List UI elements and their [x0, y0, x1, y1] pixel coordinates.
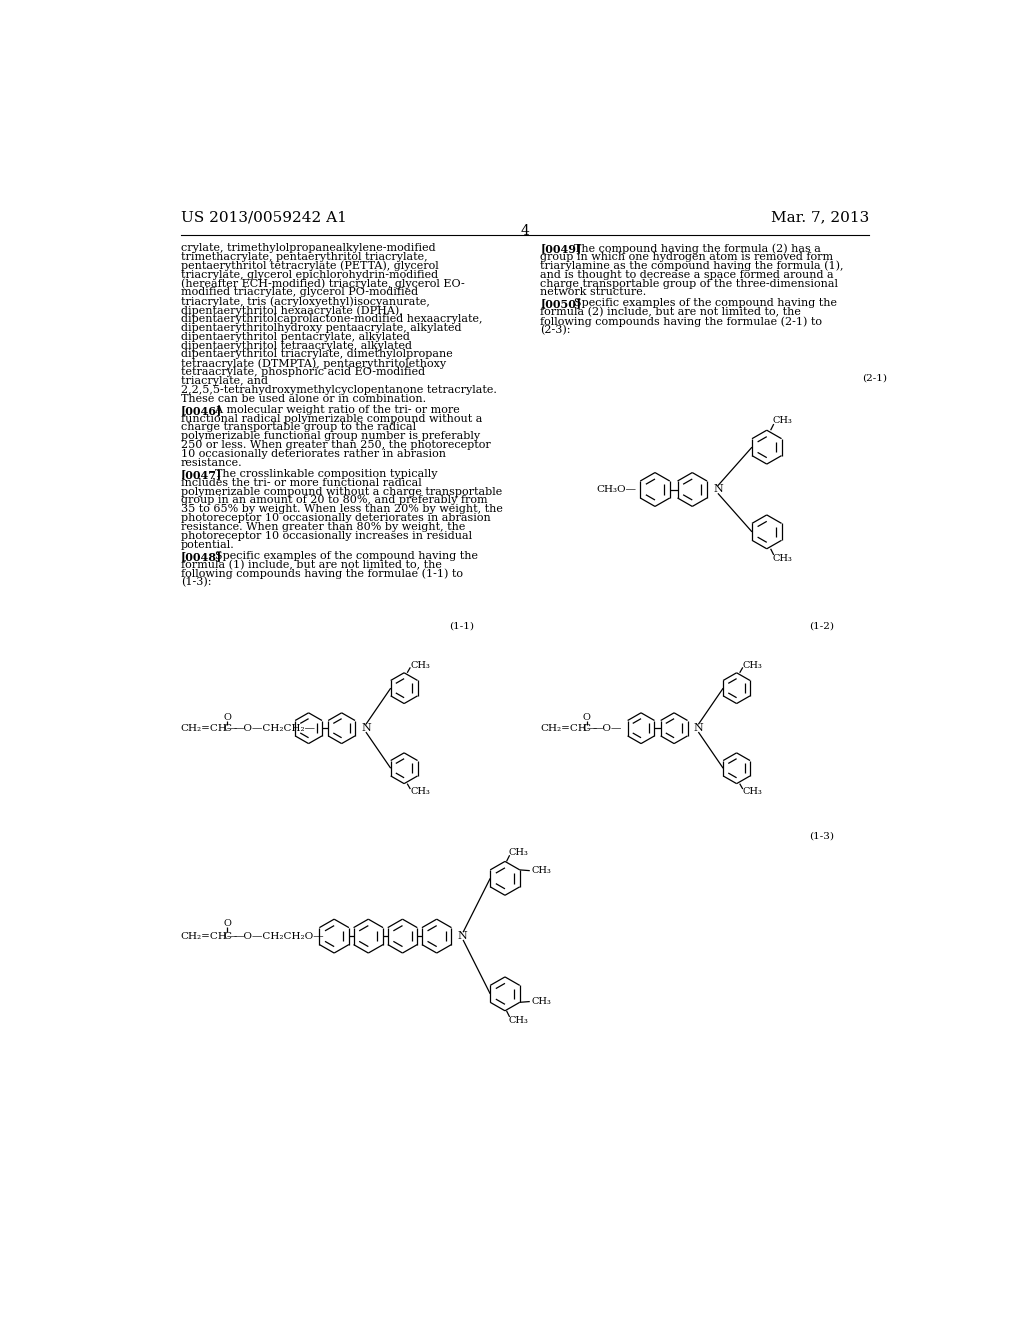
- Text: CH₃: CH₃: [531, 866, 551, 875]
- Text: 250 or less. When greater than 250, the photoreceptor: 250 or less. When greater than 250, the …: [180, 440, 490, 450]
- Text: (1-3):: (1-3):: [180, 577, 211, 587]
- Text: triarylamine as the compound having the formula (1),: triarylamine as the compound having the …: [541, 261, 844, 272]
- Text: triacrylate, tris (acryloxyethyl)isocyanurate,: triacrylate, tris (acryloxyethyl)isocyan…: [180, 296, 430, 306]
- Text: dipentaerythritol triacrylate, dimethylolpropane: dipentaerythritol triacrylate, dimethylo…: [180, 350, 453, 359]
- Text: O: O: [223, 919, 231, 928]
- Text: CH₃: CH₃: [742, 660, 763, 669]
- Text: [0046]: [0046]: [180, 405, 222, 416]
- Text: 2,2,5,5-tetrahydroxymethylcyclopentanone tetracrylate.: 2,2,5,5-tetrahydroxymethylcyclopentanone…: [180, 385, 497, 395]
- Text: dipentaerythritol hexaacrylate (DPHA),: dipentaerythritol hexaacrylate (DPHA),: [180, 305, 402, 315]
- Text: CH₃: CH₃: [742, 787, 763, 796]
- Text: These can be used alone or in combination.: These can be used alone or in combinatio…: [180, 393, 426, 404]
- Text: N: N: [714, 484, 723, 495]
- Text: crylate, trimethylolpropanealkylene-modified: crylate, trimethylolpropanealkylene-modi…: [180, 243, 435, 253]
- Text: O: O: [223, 713, 231, 722]
- Text: network structure.: network structure.: [541, 288, 646, 297]
- Text: dipentaerythritol pentacrylate, alkylated: dipentaerythritol pentacrylate, alkylate…: [180, 331, 410, 342]
- Text: —O—CH₂CH₂O—: —O—CH₂CH₂O—: [233, 932, 324, 941]
- Text: Specific examples of the compound having the: Specific examples of the compound having…: [201, 550, 477, 561]
- Text: Specific examples of the compound having the: Specific examples of the compound having…: [560, 298, 838, 309]
- Text: N: N: [361, 723, 371, 733]
- Text: C: C: [583, 723, 591, 733]
- Text: charge transportable group of the three-dimensional: charge transportable group of the three-…: [541, 279, 839, 289]
- Text: dipentaerythritolcaprolactone-modified hexaacrylate,: dipentaerythritolcaprolactone-modified h…: [180, 314, 482, 323]
- Text: resistance.: resistance.: [180, 458, 243, 467]
- Text: polymerizable functional group number is preferably: polymerizable functional group number is…: [180, 432, 480, 441]
- Text: CH₃: CH₃: [509, 1015, 528, 1024]
- Text: Mar. 7, 2013: Mar. 7, 2013: [771, 211, 869, 224]
- Text: dipentaerythritolhydroxy pentaacrylate, alkylated: dipentaerythritolhydroxy pentaacrylate, …: [180, 323, 461, 333]
- Text: dipentaerythritol tetraacrylate, alkylated: dipentaerythritol tetraacrylate, alkylat…: [180, 341, 412, 351]
- Text: formula (2) include, but are not limited to, the: formula (2) include, but are not limited…: [541, 308, 801, 318]
- Text: —O—CH₂CH₂—: —O—CH₂CH₂—: [233, 723, 315, 733]
- Text: photoreceptor 10 occasionally deteriorates in abrasion: photoreceptor 10 occasionally deteriorat…: [180, 513, 490, 523]
- Text: formula (1) include, but are not limited to, the: formula (1) include, but are not limited…: [180, 560, 441, 570]
- Text: modified triacrylate, glycerol PO-modified: modified triacrylate, glycerol PO-modifi…: [180, 288, 418, 297]
- Text: 4: 4: [520, 224, 529, 238]
- Text: group in an amount of 20 to 80%, and preferably from: group in an amount of 20 to 80%, and pre…: [180, 495, 487, 506]
- Text: (1-1): (1-1): [449, 622, 474, 630]
- Text: [0050]: [0050]: [541, 298, 582, 309]
- Text: and is thought to decrease a space formed around a: and is thought to decrease a space forme…: [541, 269, 834, 280]
- Text: (2-3):: (2-3):: [541, 325, 570, 335]
- Text: CH₂=CH—: CH₂=CH—: [180, 932, 238, 941]
- Text: CH₃O—: CH₃O—: [596, 484, 636, 494]
- Text: C: C: [223, 932, 231, 941]
- Text: [0048]: [0048]: [180, 550, 222, 562]
- Text: CH₂=CH—: CH₂=CH—: [180, 723, 238, 733]
- Text: potential.: potential.: [180, 540, 234, 549]
- Text: includes the tri- or more functional radical: includes the tri- or more functional rad…: [180, 478, 422, 488]
- Text: CH₃: CH₃: [773, 553, 793, 562]
- Text: trimethacrylate, pentaerythritol triacrylate,: trimethacrylate, pentaerythritol triacry…: [180, 252, 427, 261]
- Text: pentaerythritol tetracrylate (PETTA), glycerol: pentaerythritol tetracrylate (PETTA), gl…: [180, 261, 438, 272]
- Text: resistance. When greater than 80% by weight, the: resistance. When greater than 80% by wei…: [180, 521, 465, 532]
- Text: —O—: —O—: [593, 723, 623, 733]
- Text: photoreceptor 10 occasionally increases in residual: photoreceptor 10 occasionally increases …: [180, 531, 472, 541]
- Text: polymerizable compound without a charge transportable: polymerizable compound without a charge …: [180, 487, 502, 496]
- Text: (2-1): (2-1): [862, 374, 888, 383]
- Text: charge transportable group to the radical: charge transportable group to the radica…: [180, 422, 416, 433]
- Text: US 2013/0059242 A1: US 2013/0059242 A1: [180, 211, 346, 224]
- Text: (1-2): (1-2): [809, 622, 835, 630]
- Text: following compounds having the formulae (2-1) to: following compounds having the formulae …: [541, 317, 822, 327]
- Text: group in which one hydrogen atom is removed form: group in which one hydrogen atom is remo…: [541, 252, 834, 261]
- Text: [0047]: [0047]: [180, 469, 222, 480]
- Text: CH₃: CH₃: [509, 847, 528, 857]
- Text: 10 occasionally deteriorates rather in abrasion: 10 occasionally deteriorates rather in a…: [180, 449, 445, 459]
- Text: (hereafter ECH-modified) triacrylate, glycerol EO-: (hereafter ECH-modified) triacrylate, gl…: [180, 279, 465, 289]
- Text: N: N: [458, 931, 467, 941]
- Text: tetraacrylate (DTMPTA), pentaerythritolethoxy: tetraacrylate (DTMPTA), pentaerythritole…: [180, 358, 445, 368]
- Text: (1-3): (1-3): [809, 832, 835, 841]
- Text: CH₂=CH—: CH₂=CH—: [541, 723, 598, 733]
- Text: The compound having the formula (2) has a: The compound having the formula (2) has …: [560, 243, 821, 253]
- Text: triacrylate, and: triacrylate, and: [180, 376, 267, 385]
- Text: CH₃: CH₃: [411, 660, 430, 669]
- Text: The crosslinkable composition typically: The crosslinkable composition typically: [201, 469, 437, 479]
- Text: C: C: [223, 723, 231, 733]
- Text: tetraacrylate, phosphoric acid EO-modified: tetraacrylate, phosphoric acid EO-modifi…: [180, 367, 425, 378]
- Text: following compounds having the formulae (1-1) to: following compounds having the formulae …: [180, 569, 463, 579]
- Text: 35 to 65% by weight. When less than 20% by weight, the: 35 to 65% by weight. When less than 20% …: [180, 504, 503, 515]
- Text: functional radical polymerizable compound without a: functional radical polymerizable compoun…: [180, 413, 482, 424]
- Text: CH₃: CH₃: [411, 787, 430, 796]
- Text: triacrylate, glycerol epichlorohydrin-modified: triacrylate, glycerol epichlorohydrin-mo…: [180, 269, 438, 280]
- Text: [0049]: [0049]: [541, 243, 582, 255]
- Text: CH₃: CH₃: [773, 417, 793, 425]
- Text: N: N: [693, 723, 703, 733]
- Text: O: O: [583, 713, 591, 722]
- Text: CH₃: CH₃: [531, 997, 551, 1006]
- Text: A molecular weight ratio of the tri- or more: A molecular weight ratio of the tri- or …: [201, 405, 460, 414]
